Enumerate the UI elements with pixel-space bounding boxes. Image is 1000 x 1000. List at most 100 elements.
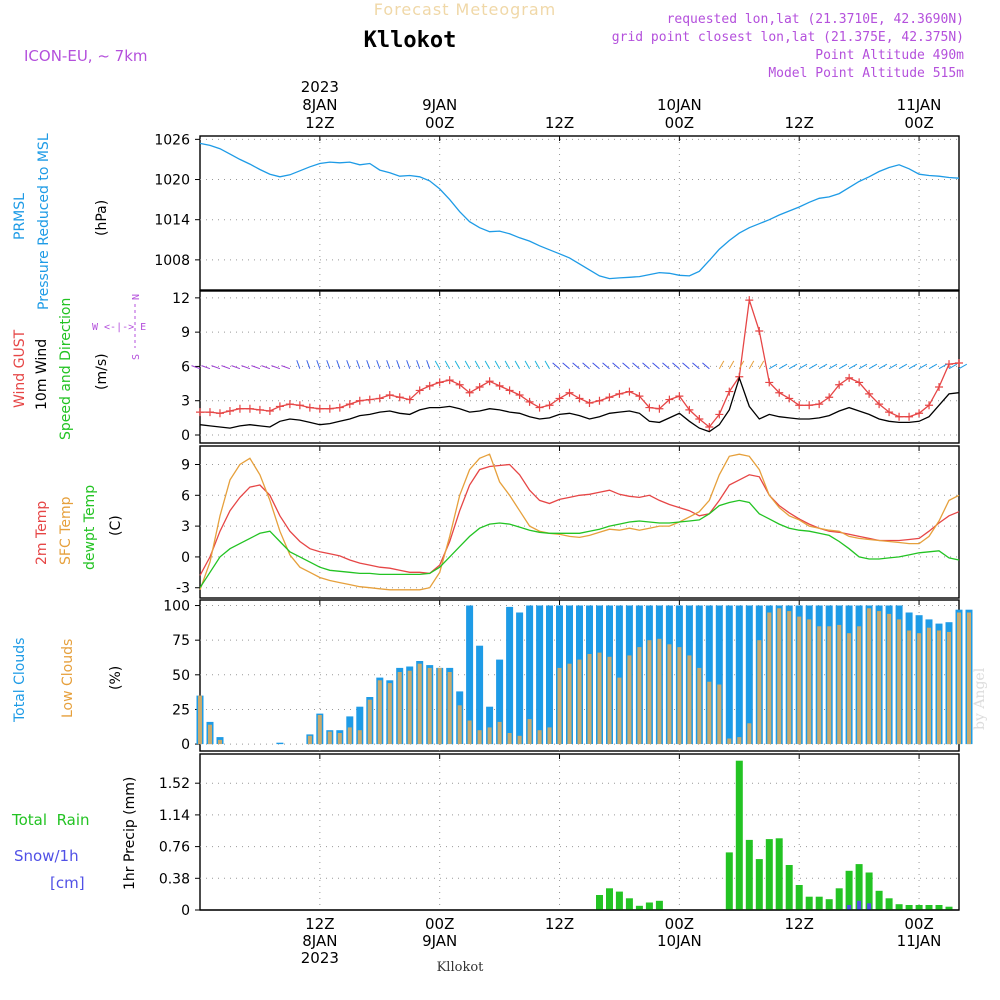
- y-tick-label: 1020: [154, 173, 190, 189]
- label-snow-unit: [cm]: [50, 874, 85, 892]
- gust-marker: [915, 409, 924, 418]
- wind-direction-arrow: [444, 360, 451, 369]
- bar-low-clouds: [897, 619, 902, 745]
- label-ms: (m/s): [94, 353, 110, 390]
- bar-low-clouds: [957, 612, 961, 745]
- y-tick-label: 12: [172, 291, 190, 307]
- y-tick-label: 0: [181, 550, 190, 566]
- bar-low-clouds: [597, 652, 602, 744]
- bar-low-clouds: [347, 727, 352, 744]
- y-tick-label: 75: [172, 633, 190, 649]
- bar-total-rain: [596, 895, 603, 910]
- gust-marker: [355, 396, 364, 405]
- time-axis-label: 11JAN: [897, 932, 942, 950]
- bar-low-clouds: [307, 735, 312, 745]
- bar-low-clouds: [367, 699, 372, 744]
- gust-marker: [505, 386, 514, 395]
- bar-total-rain: [945, 906, 953, 910]
- bar-total-clouds: [536, 605, 544, 744]
- label-dewpt-temp: dewpt Temp: [82, 485, 98, 570]
- gust-marker: [495, 381, 504, 390]
- gust-marker: [875, 400, 884, 409]
- bar-total-rain: [735, 760, 743, 910]
- y-tick-label: 25: [172, 702, 190, 718]
- bar-low-clouds: [917, 633, 922, 744]
- wind-direction-arrow: [406, 360, 411, 369]
- bar-low-clouds: [947, 631, 951, 745]
- gust-marker: [465, 388, 474, 397]
- label-percent: (%): [108, 666, 124, 690]
- label-precip-mm: 1hr Precip (mm): [122, 777, 138, 890]
- panel-frame: [199, 290, 960, 444]
- wind-direction-arrow: [221, 365, 231, 370]
- label-10m-wind: 10m Wind: [34, 339, 50, 410]
- gust-marker: [925, 401, 934, 410]
- wind-direction-arrow: [652, 362, 660, 370]
- bar-low-clouds: [477, 730, 482, 745]
- y-tick-label: 50: [172, 668, 190, 684]
- bar-total-rain: [885, 898, 893, 910]
- bar-low-clouds: [517, 735, 522, 745]
- bar-total-rain: [905, 905, 913, 910]
- bar-low-clouds: [417, 663, 422, 744]
- wind-direction-arrow: [948, 363, 958, 370]
- gust-marker: [455, 380, 464, 389]
- gust-marker: [865, 389, 874, 398]
- bar-low-clouds: [687, 655, 692, 745]
- gust-marker: [265, 407, 274, 415]
- gust-marker: [805, 401, 814, 410]
- label-pressure-msl: Pressure Reduced to MSL: [36, 133, 52, 310]
- wind-direction-arrow: [632, 362, 640, 370]
- series-line-prmsl: [199, 142, 960, 280]
- bar-low-clouds: [847, 633, 852, 744]
- wind-direction-arrow: [191, 365, 201, 370]
- time-axis-label: 8JAN: [302, 96, 337, 114]
- bar-low-clouds: [857, 626, 862, 745]
- gust-marker: [335, 403, 344, 412]
- panel-clouds: 0 25 50 75 100: [163, 599, 973, 753]
- y-tick-label: 9: [181, 325, 190, 341]
- gust-marker: [325, 404, 334, 413]
- y-tick-label: 0: [181, 903, 190, 919]
- time-axis-label: 00Z: [665, 915, 694, 933]
- bar-low-clouds: [837, 624, 842, 744]
- wind-direction-arrow: [514, 360, 521, 369]
- bar-total-clouds: [546, 605, 553, 744]
- label-celsius: (C): [108, 515, 124, 536]
- bar-low-clouds: [547, 727, 552, 744]
- gust-marker: [625, 387, 634, 396]
- gust-marker: [685, 405, 694, 414]
- bar-total-rain: [625, 898, 633, 910]
- wind-direction-arrow: [788, 363, 798, 370]
- wind-direction-arrow: [504, 360, 511, 369]
- bar-low-clouds: [317, 715, 322, 745]
- bar-low-clouds: [777, 608, 782, 745]
- bar-total-rain: [775, 838, 783, 910]
- requested-coords: requested lon,lat (21.3710E, 42.3690N): [667, 12, 964, 27]
- y-tick-label: 1026: [154, 132, 190, 148]
- gust-marker: [655, 404, 664, 413]
- bar-low-clouds: [637, 647, 642, 745]
- bar-total-clouds: [356, 706, 364, 745]
- label-prmsl: PRMSL: [12, 193, 28, 240]
- wind-direction-arrow: [524, 360, 530, 369]
- panel-precip: 0 0.38 0.76 1.14 1.52: [159, 753, 960, 919]
- gust-marker: [575, 394, 584, 403]
- bar-total-clouds: [725, 605, 733, 744]
- bar-total-rain: [755, 859, 763, 910]
- label-snow: Snow/1h: [14, 847, 79, 865]
- gust-marker: [835, 380, 844, 389]
- bar-total-clouds: [705, 605, 713, 744]
- time-axis-label: 12Z: [305, 114, 334, 132]
- bar-low-clouds: [487, 727, 492, 744]
- label-sfc-temp: SFC Temp: [58, 496, 74, 565]
- y-tick-label: 0: [181, 428, 190, 444]
- credit-watermark: by Angel: [972, 667, 988, 730]
- bar-low-clouds: [867, 608, 872, 745]
- gust-marker: [485, 377, 494, 386]
- station-title: Kllokot: [364, 28, 457, 53]
- bar-total-rain: [785, 865, 793, 910]
- wind-direction-arrow: [718, 360, 725, 369]
- time-axis-label: 9JAN: [422, 932, 457, 950]
